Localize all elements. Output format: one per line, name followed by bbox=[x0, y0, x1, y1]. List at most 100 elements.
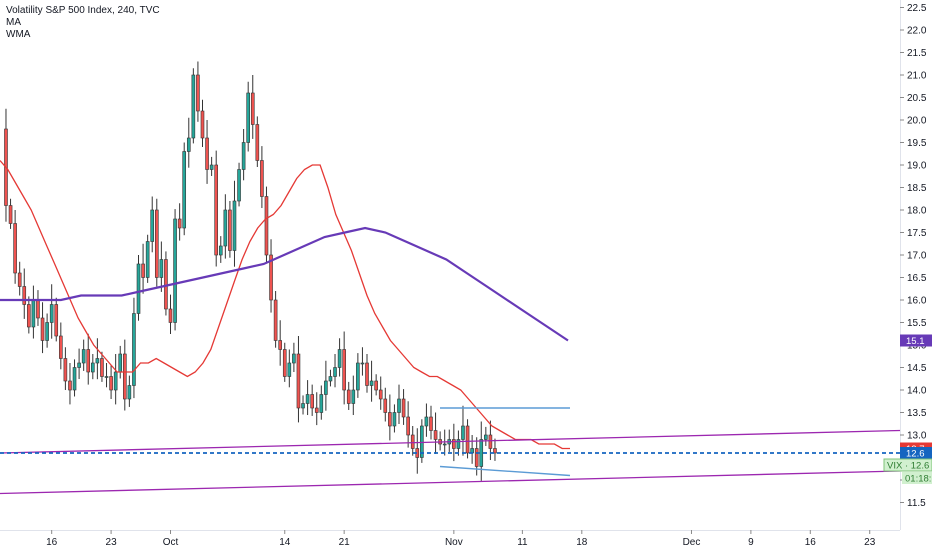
candle-body bbox=[237, 169, 241, 202]
legend-wma: WMA bbox=[6, 29, 31, 40]
candle-body bbox=[186, 137, 191, 152]
candle-body bbox=[63, 358, 68, 382]
candle-body bbox=[232, 200, 237, 251]
x-tick-label: 14 bbox=[279, 537, 291, 548]
candle-body bbox=[250, 92, 255, 125]
candle-body bbox=[40, 317, 45, 341]
candle-body bbox=[397, 398, 401, 413]
candle-body bbox=[461, 425, 465, 440]
candle-body bbox=[465, 425, 470, 454]
candle-body bbox=[484, 434, 488, 440]
y-tick-label: 14.0 bbox=[907, 386, 927, 397]
candle-body bbox=[301, 403, 305, 409]
countdown-badge bbox=[902, 472, 932, 484]
y-tick-label: 18.5 bbox=[907, 183, 927, 194]
candle-body bbox=[127, 385, 132, 400]
close-badge bbox=[900, 447, 932, 459]
candle-body bbox=[72, 367, 77, 391]
candle-body bbox=[168, 308, 173, 323]
candle-body bbox=[287, 362, 292, 377]
candle-body bbox=[310, 394, 314, 409]
candle-body bbox=[191, 74, 196, 139]
x-tick-label: 9 bbox=[748, 537, 754, 548]
candle-body bbox=[324, 380, 328, 395]
y-tick-label: 14.5 bbox=[907, 363, 927, 374]
x-tick-label: 11 bbox=[517, 537, 528, 548]
candle-body bbox=[91, 362, 95, 373]
candle-body bbox=[45, 322, 49, 341]
candle-body bbox=[479, 439, 484, 467]
candle-body bbox=[273, 299, 278, 341]
x-tick-label: 16 bbox=[46, 537, 58, 548]
candle-body bbox=[260, 160, 264, 197]
candle-body bbox=[22, 286, 27, 305]
countdown-text: 01:18: bbox=[905, 474, 931, 485]
y-tick-label: 18.0 bbox=[907, 206, 927, 217]
candle-body bbox=[95, 358, 100, 364]
y-tick-label: 21.5 bbox=[907, 48, 927, 59]
wma-line bbox=[0, 226, 569, 342]
ma-line bbox=[0, 160, 570, 450]
candle-body bbox=[255, 124, 260, 161]
candle-body bbox=[159, 259, 164, 278]
y-tick-label: 22.0 bbox=[907, 26, 927, 37]
y-tick-label: 16.0 bbox=[907, 296, 927, 307]
symbol-badge-label: VIX · 12.6 bbox=[887, 461, 929, 472]
legend-ma: MA bbox=[6, 17, 21, 28]
candle-body bbox=[410, 434, 415, 449]
candle-body bbox=[305, 394, 310, 404]
y-tick-label: 17.5 bbox=[907, 228, 927, 239]
candle-body bbox=[328, 376, 333, 382]
symbol-badge bbox=[883, 458, 932, 472]
y-tick-label: 11.5 bbox=[907, 498, 926, 509]
candle-body bbox=[241, 142, 246, 170]
candle-body bbox=[86, 349, 91, 373]
candle-body bbox=[223, 209, 228, 247]
candle-body bbox=[342, 349, 346, 391]
candle-body bbox=[374, 380, 378, 391]
candle-body bbox=[365, 362, 369, 386]
y-tick-label: 15.5 bbox=[907, 318, 927, 329]
candle-body bbox=[218, 245, 223, 256]
candle-body bbox=[209, 164, 214, 170]
candle-body bbox=[196, 74, 200, 112]
x-tick-label: Nov bbox=[445, 537, 463, 548]
candle-body bbox=[401, 398, 406, 418]
candle-body bbox=[141, 263, 145, 278]
candle-body bbox=[8, 205, 13, 224]
wma-badge bbox=[900, 334, 932, 347]
candle-body bbox=[383, 398, 388, 413]
x-tick-label: Dec bbox=[683, 537, 701, 548]
candle-body bbox=[49, 304, 54, 323]
candle-body bbox=[319, 394, 324, 413]
candle-body bbox=[123, 353, 127, 400]
y-tick-label: 13.5 bbox=[907, 408, 927, 419]
y-tick-label: 16.5 bbox=[907, 273, 927, 284]
candle-body bbox=[356, 362, 360, 391]
candle-body bbox=[278, 340, 282, 350]
candle-body bbox=[136, 263, 141, 314]
candle-body bbox=[182, 151, 187, 229]
candle-body bbox=[488, 434, 493, 449]
y-tick-label: 19.0 bbox=[907, 161, 927, 172]
candle-body bbox=[77, 362, 81, 368]
channel-upper-line bbox=[0, 429, 901, 454]
x-tick-label: Oct bbox=[163, 537, 179, 548]
candle-body bbox=[406, 416, 410, 436]
x-tick-label: 23 bbox=[106, 537, 118, 548]
candle-body bbox=[246, 92, 250, 143]
candle-body bbox=[104, 376, 109, 378]
candle-body bbox=[420, 425, 424, 458]
candle-body bbox=[493, 448, 497, 454]
candle-body bbox=[292, 353, 296, 364]
candle-body bbox=[378, 389, 383, 400]
candle-body bbox=[369, 380, 374, 386]
candle-body bbox=[81, 349, 86, 364]
candle-body bbox=[177, 218, 182, 229]
candle-body bbox=[59, 335, 63, 359]
candle-body bbox=[205, 137, 209, 170]
candle-body bbox=[282, 349, 287, 377]
candle-body bbox=[132, 313, 136, 386]
